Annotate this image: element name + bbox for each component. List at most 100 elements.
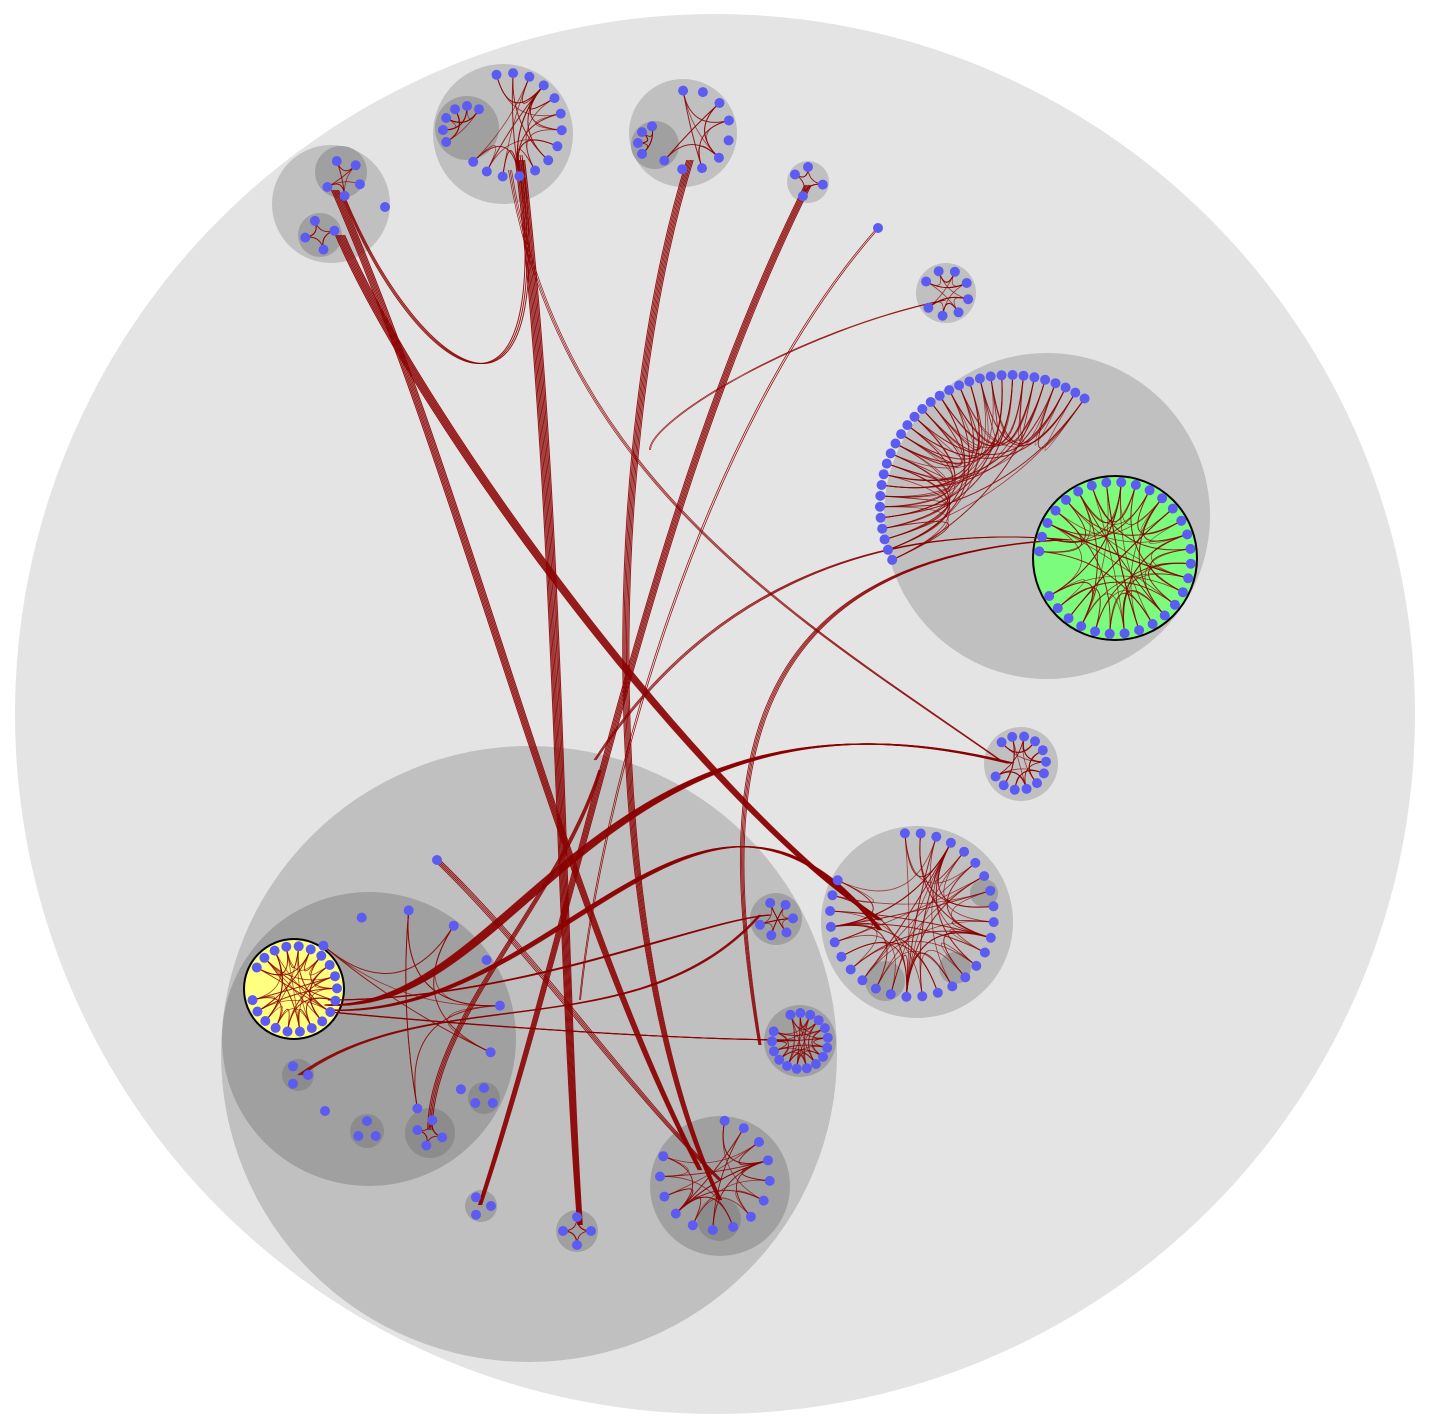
graph-node — [288, 1078, 298, 1089]
graph-node — [1029, 372, 1040, 383]
graph-node — [990, 771, 1001, 782]
graph-node — [318, 244, 329, 255]
edge-intra-lower-right — [875, 950, 953, 989]
graph-node — [497, 171, 508, 182]
graph-node — [829, 937, 840, 948]
graph-node — [723, 135, 734, 146]
edge-intra-right-large — [884, 398, 1085, 540]
graph-node — [818, 1051, 828, 1062]
subcluster-tl-1 — [315, 146, 367, 198]
edge-intra-lower-right — [904, 833, 976, 884]
graph-node — [822, 1032, 833, 1043]
graph-node — [1177, 587, 1188, 598]
graph-node — [1070, 387, 1081, 398]
graph-node — [637, 127, 647, 138]
edge-intra-top-a — [472, 76, 530, 163]
edge-bundle-smalltop-bottom — [481, 184, 812, 1206]
graph-node — [450, 104, 460, 115]
graph-node — [270, 1022, 281, 1033]
graph-node — [331, 156, 342, 167]
edge-intra-bottom-left — [323, 925, 455, 975]
graph-node — [970, 857, 981, 868]
graph-node — [538, 80, 549, 91]
graph-node — [524, 71, 535, 82]
edge-intra-lower-right — [841, 941, 939, 993]
edge-bundle-topb-bottom — [628, 159, 723, 1201]
edge-intra-yellow — [297, 946, 313, 1029]
graph-node — [790, 169, 800, 180]
graph-node — [552, 141, 563, 152]
graph-node — [252, 1006, 263, 1017]
edge-intra-lower-right — [830, 910, 923, 997]
graph-node — [857, 975, 868, 986]
graph-node — [1101, 477, 1112, 488]
graph-node — [917, 404, 928, 414]
edge-intra-lower-right — [837, 836, 937, 892]
edge-intra-green — [1047, 522, 1189, 579]
graph-node — [330, 995, 341, 1006]
edge-intra-green — [1048, 581, 1094, 627]
edge-bundle-topa-bottom — [514, 159, 579, 1226]
graph-node — [768, 1026, 779, 1037]
graph-node — [462, 101, 472, 111]
graph-node — [247, 995, 258, 1006]
subcluster-bl-3 — [405, 1108, 455, 1158]
graph-node — [878, 469, 889, 480]
edge-intra-lower-right — [919, 842, 952, 997]
graph-node — [764, 1175, 775, 1186]
graph-node — [1041, 756, 1051, 767]
graph-node — [836, 951, 847, 962]
edge-bundle-bl3-hub — [431, 769, 602, 1131]
edge-intra-lower-right — [875, 875, 985, 989]
graph-node — [471, 1209, 481, 1220]
graph-node — [633, 138, 643, 148]
edge-bundle-topa-bottom — [520, 159, 581, 1226]
graph-node — [896, 429, 907, 440]
graph-node — [810, 1059, 821, 1069]
graph-node — [1073, 486, 1084, 497]
graph-node — [491, 69, 502, 80]
edge-intra-bottom-r3 — [663, 1141, 760, 1164]
edge-intra-lower-right — [832, 894, 908, 997]
edge-intra-right-large — [979, 378, 1076, 446]
graph-node — [719, 1115, 730, 1126]
graph-node — [803, 162, 813, 172]
edge-intra-top-b — [663, 102, 720, 161]
graph-node — [448, 920, 459, 931]
edge-bundle-bottomleft-hub — [437, 859, 721, 1181]
edge-bundle-tl-bottom — [330, 189, 699, 1171]
edge-intra-green — [1047, 484, 1137, 535]
edge-intra-green — [1147, 562, 1191, 606]
edge-intra-right-large — [883, 473, 949, 551]
edge-intra-green — [1094, 589, 1166, 632]
edge-intra-green — [1130, 484, 1184, 593]
graph-node — [937, 310, 948, 321]
graph-node — [723, 115, 734, 126]
graph-node — [813, 1015, 824, 1026]
graph-node — [486, 1201, 496, 1211]
graph-node — [1038, 768, 1049, 779]
graph-node — [316, 950, 327, 961]
graph-node — [819, 1023, 830, 1034]
graph-node — [320, 1106, 330, 1116]
edge-intra-yellow — [298, 964, 330, 1032]
graph-node — [1034, 546, 1045, 557]
edge-bundle-smallright-bottom — [649, 299, 945, 451]
graph-node — [1185, 543, 1196, 554]
graph-node — [350, 160, 361, 171]
edge-intra-right-large — [930, 375, 1024, 448]
graph-node — [1037, 531, 1047, 542]
edge-intra-right-large — [1037, 383, 1086, 449]
graph-node — [933, 266, 944, 277]
edge-intra-right-large — [883, 385, 975, 482]
graph-node — [873, 223, 883, 233]
graph-node — [947, 981, 958, 992]
graph-node — [481, 955, 492, 965]
edge-intra-green — [1077, 490, 1150, 525]
edge-bundle-topa-midright — [509, 169, 1001, 761]
graph-node — [1063, 613, 1074, 624]
graph-node — [1042, 518, 1053, 528]
graph-node — [558, 1226, 568, 1236]
edge-intra-yellow — [252, 997, 282, 1029]
graph-node — [817, 179, 828, 190]
